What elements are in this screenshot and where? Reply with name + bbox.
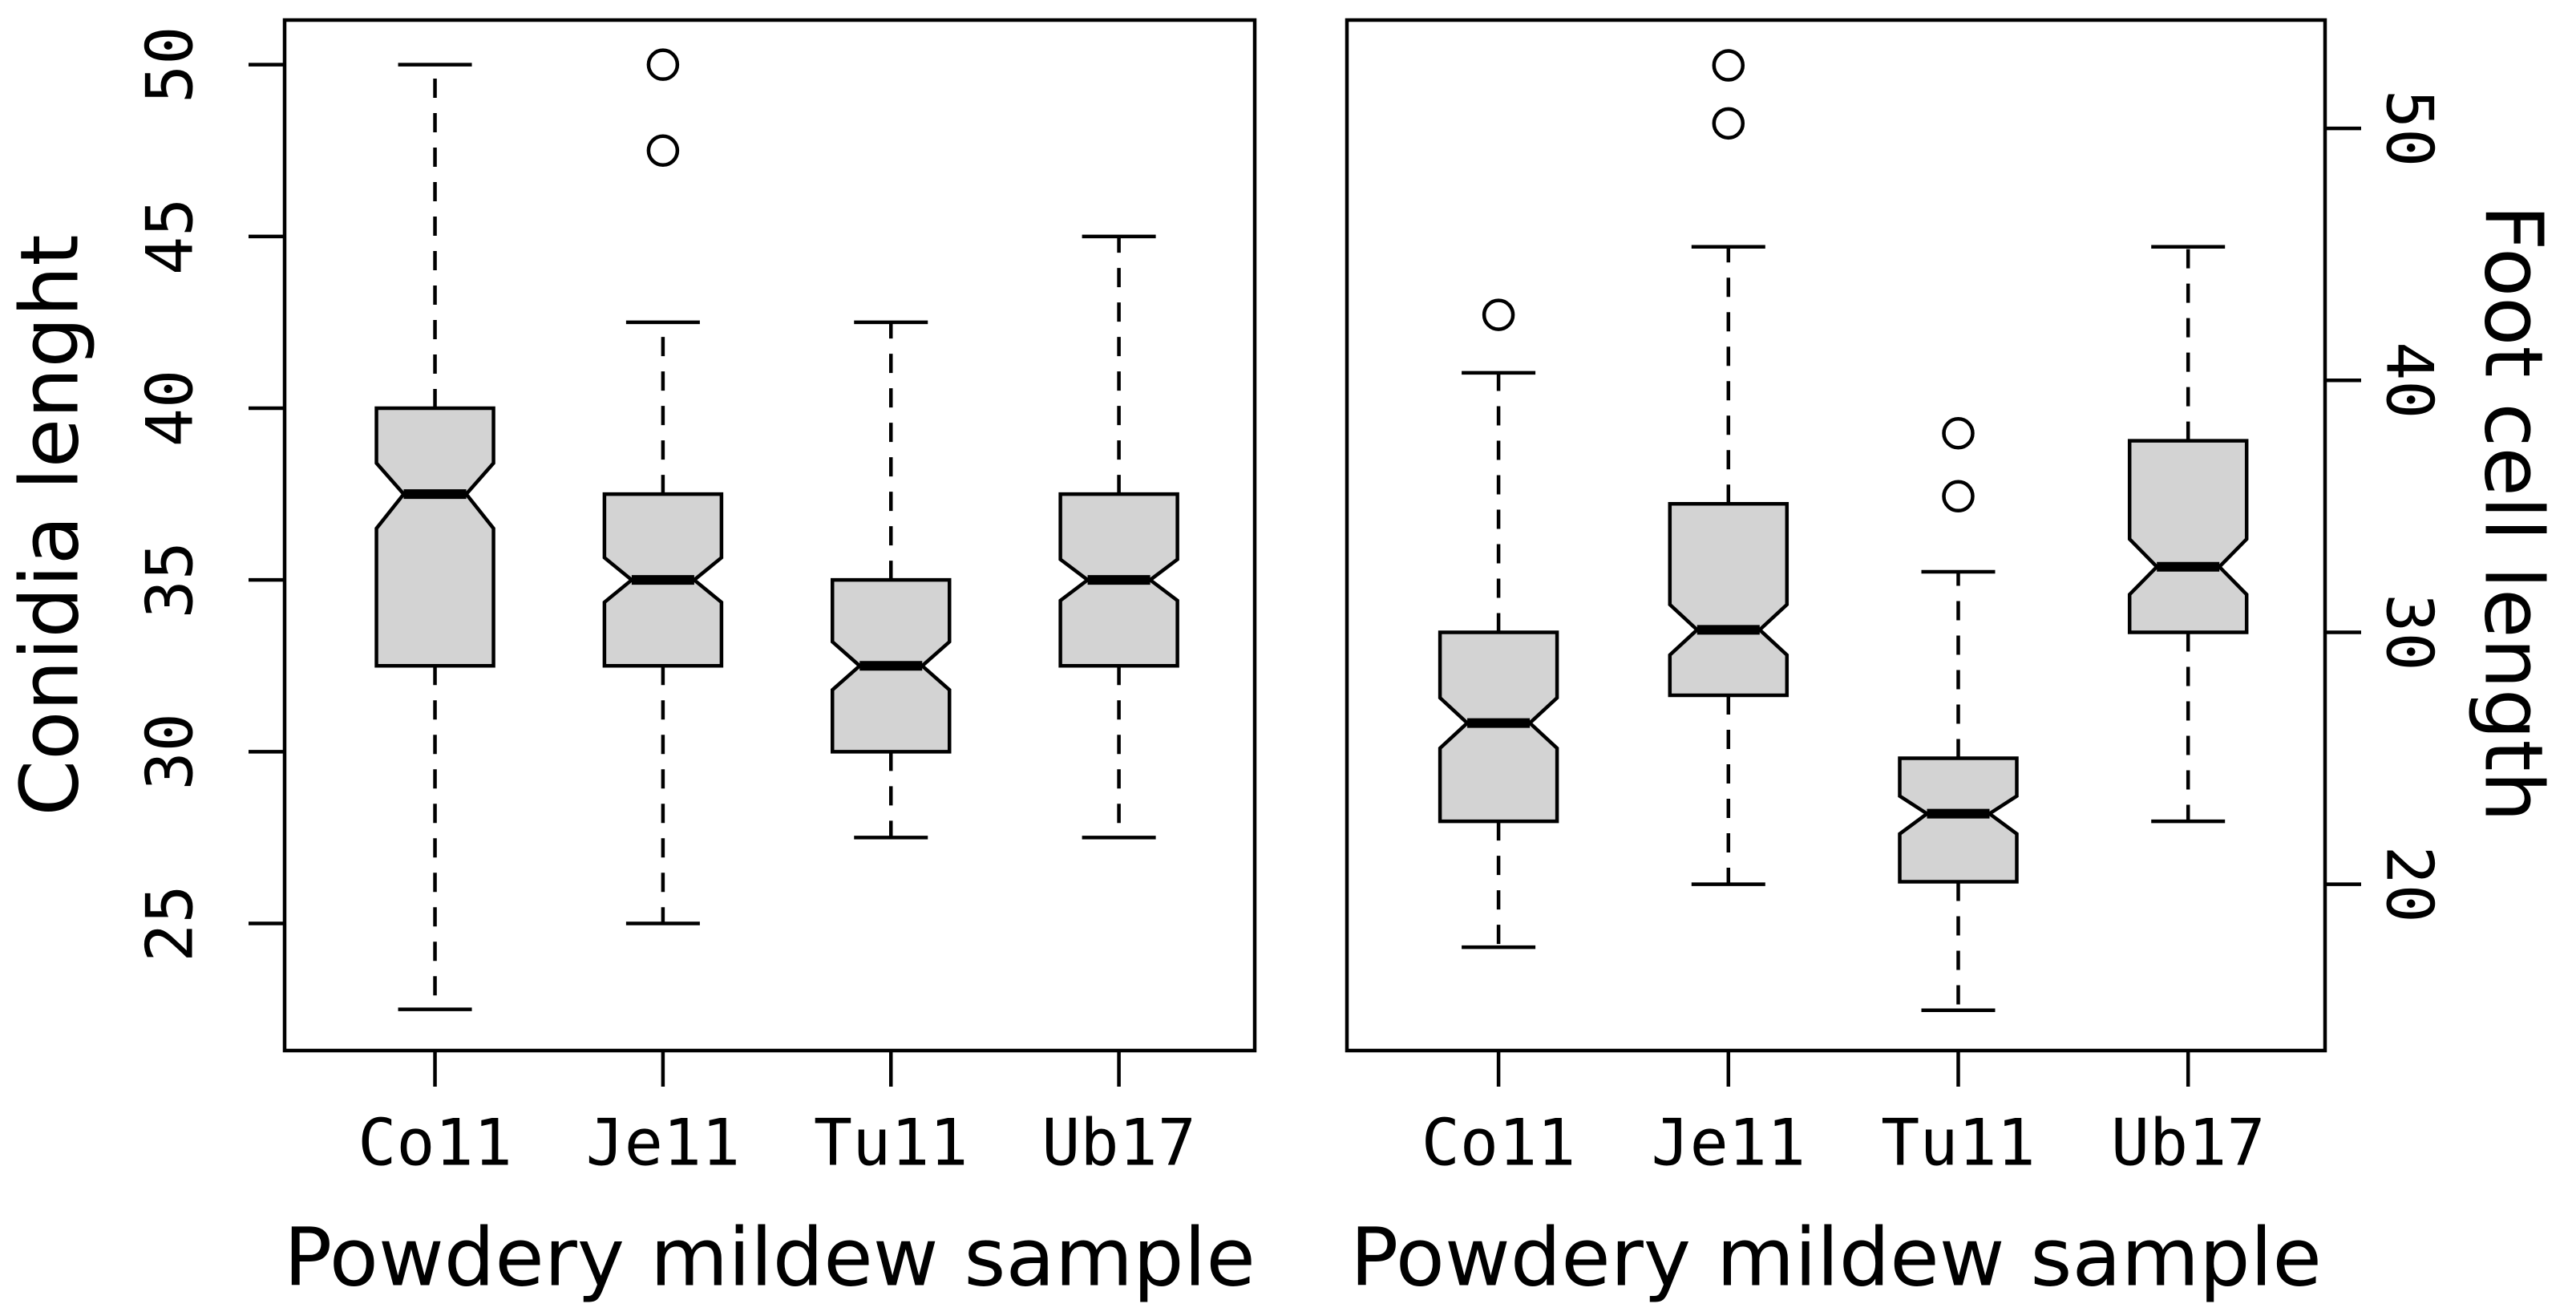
- box-Tu11-right: [1898, 756, 2019, 884]
- outlier-point-Co11-right: [1482, 298, 1515, 331]
- x-tick-label-Ub17-left: Ub17: [1041, 1106, 1196, 1180]
- x-tick-label-Ub17-right: Ub17: [2111, 1106, 2266, 1180]
- box-Co11-left: [374, 406, 495, 668]
- y-tick-label-left: 40: [133, 370, 208, 447]
- outlier-point-Je11-left: [646, 48, 680, 81]
- outlier-point-Tu11-right: [1942, 480, 1975, 513]
- x-tick-label-Tu11-right: Tu11: [1881, 1106, 2036, 1180]
- y-tick-label-right: 30: [2372, 593, 2447, 670]
- y-tick-label-right: 50: [2372, 90, 2447, 167]
- x-tick-label-Tu11-left: Tu11: [814, 1106, 969, 1180]
- outlier-point-Je11-right: [1712, 49, 1745, 82]
- left-y-axis-title: Conidia lenght: [2, 234, 97, 816]
- x-tick-label-Je11-right: Je11: [1651, 1106, 1806, 1180]
- x-tick-label-Co11-left: Co11: [358, 1106, 512, 1180]
- box-Je11-right: [1668, 501, 1789, 698]
- right-y-axis-title: Foot cell length: [2466, 204, 2561, 822]
- outlier-point-Je11-left: [646, 134, 680, 168]
- y-tick-label-left: 30: [133, 713, 208, 790]
- box-Ub17-right: [2127, 439, 2249, 634]
- left-x-axis-title: Powdery mildew sample: [284, 1210, 1256, 1305]
- y-tick-label-left: 50: [133, 26, 208, 103]
- right-x-axis-title: Powdery mildew sample: [1350, 1210, 2322, 1305]
- panel-border-left: [282, 18, 1257, 1053]
- y-tick-label-left: 35: [133, 541, 208, 618]
- panel-border-right: [1345, 18, 2327, 1053]
- y-tick-label-right: 20: [2372, 845, 2447, 922]
- x-tick-label-Je11-left: Je11: [586, 1106, 741, 1180]
- outlier-point-Je11-right: [1712, 107, 1745, 140]
- x-tick-label-Co11-right: Co11: [1421, 1106, 1576, 1180]
- y-tick-label-left: 45: [133, 198, 208, 275]
- y-tick-label-left: 25: [133, 885, 208, 962]
- outlier-point-Tu11-right: [1942, 417, 1975, 450]
- y-tick-label-right: 40: [2372, 342, 2447, 419]
